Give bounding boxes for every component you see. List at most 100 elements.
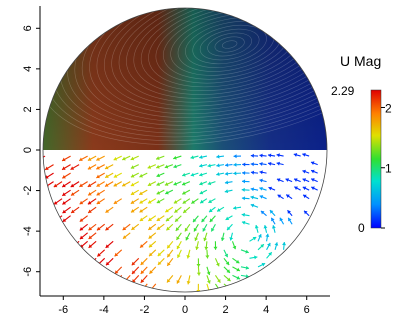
y-tick-label: 0	[22, 147, 34, 153]
arrow-head	[199, 190, 204, 195]
arrow-head	[208, 199, 213, 203]
colorbar-tick-label: 1	[385, 162, 392, 176]
arrow-head	[191, 200, 195, 204]
arrow-head	[113, 200, 118, 204]
arrow-head	[254, 225, 259, 229]
arrow-head	[260, 210, 265, 215]
arrow-head	[206, 271, 211, 275]
arrow-head	[87, 166, 92, 170]
arrow-head	[105, 174, 109, 178]
arrow-head	[250, 170, 255, 175]
arrow-head	[96, 226, 101, 231]
arrow-head	[173, 155, 177, 160]
arrow-head	[156, 156, 160, 160]
arrow-head	[140, 244, 144, 248]
arrow-head	[88, 244, 93, 248]
arrow-head	[148, 217, 152, 221]
arrow-head	[157, 261, 162, 265]
arrow-head	[164, 164, 169, 169]
arrow-head	[79, 218, 84, 222]
arrow-head	[88, 261, 93, 266]
y-tick-label: -2	[22, 186, 34, 196]
arrow-head	[130, 182, 135, 187]
arrow-head	[220, 237, 225, 241]
arrow-head	[199, 163, 203, 168]
arrow-head	[207, 181, 212, 186]
streamline	[81, 8, 327, 122]
arrow-head	[139, 191, 143, 195]
arrow-head	[279, 217, 284, 222]
arrow-head	[131, 261, 136, 266]
arrow-head	[204, 246, 209, 250]
arrow-head	[87, 157, 92, 161]
arrow-head	[167, 253, 171, 258]
arrow-head	[302, 178, 307, 182]
lower-arrow-glyphs	[43, 152, 318, 292]
arrow-head	[105, 261, 110, 266]
arrow-head	[54, 218, 58, 222]
arrow-head	[79, 235, 84, 240]
arrow-glyph	[206, 283, 211, 292]
arrow-head	[302, 169, 306, 174]
arrow-head	[175, 218, 179, 222]
arrow-head	[285, 178, 290, 182]
streamline	[43, 8, 327, 145]
arrow-head	[185, 236, 190, 241]
arrow-head	[140, 279, 145, 283]
arrow-head	[176, 279, 181, 284]
streamline	[111, 8, 327, 107]
arrow-head	[250, 195, 254, 200]
arrow-head	[79, 183, 83, 187]
arrow-head	[268, 252, 272, 256]
arrow-head	[311, 169, 315, 174]
arrow-head	[311, 186, 315, 191]
arrow-head	[130, 209, 135, 213]
arrow-head	[182, 172, 186, 177]
arrow-head	[293, 153, 298, 157]
arrow-head	[141, 287, 145, 292]
arrow-head	[122, 226, 127, 231]
arrow-head	[70, 183, 75, 188]
arrow-head	[97, 252, 101, 257]
x-axis: -6 -4 -2 0 2 4 6	[40, 295, 330, 316]
arrow-head	[215, 262, 220, 267]
arrow-head	[131, 226, 135, 230]
arrow-head	[45, 166, 49, 170]
arrow-head	[156, 199, 161, 204]
arrow-head	[195, 246, 200, 250]
arrow-head	[250, 162, 254, 167]
arrow-head	[87, 200, 92, 205]
arrow-head	[183, 209, 187, 213]
arrow-head	[182, 191, 186, 195]
arrow-head	[271, 225, 276, 229]
arrow-head	[139, 208, 144, 213]
streamline	[89, 8, 327, 118]
arrow-head	[261, 262, 266, 267]
arrow-head	[276, 178, 281, 183]
arrow-head	[224, 180, 229, 185]
arrow-head	[182, 181, 186, 186]
colorbar-min-label: 0	[358, 221, 365, 235]
arrow-head	[242, 179, 246, 184]
arrow-head	[96, 183, 101, 187]
x-tick-label: -6	[58, 304, 68, 316]
y-tick-label: -4	[22, 226, 34, 236]
arrow-head	[190, 172, 195, 177]
x-tick-label: 2	[223, 304, 229, 316]
colorbar-gradient	[370, 89, 382, 229]
arrow-head	[70, 192, 75, 196]
y-tick-label: 6	[22, 25, 34, 31]
streamline	[199, 28, 260, 61]
arrow-head	[148, 243, 153, 248]
arrow-head	[196, 263, 201, 267]
arrow-head	[88, 226, 93, 231]
arrow-head	[70, 166, 75, 170]
arrow-head	[252, 236, 257, 241]
arrow-head	[217, 208, 221, 212]
arrow-head	[303, 194, 307, 199]
colorbar-ticks: 12	[381, 101, 392, 229]
arrow-head	[233, 154, 237, 159]
arrow-head	[156, 182, 161, 186]
arrow-head	[87, 183, 92, 187]
arrow-head	[148, 199, 152, 204]
